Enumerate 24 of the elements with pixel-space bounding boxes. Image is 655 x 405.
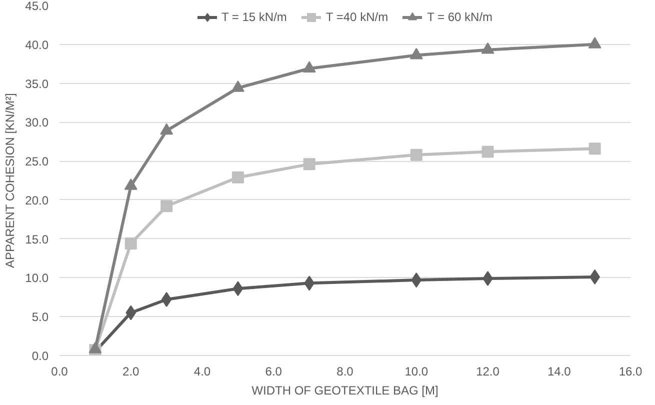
x-tick-label: 8.0 [336,364,354,378]
x-tick-label: 4.0 [194,364,211,378]
y-axis-title: APPARENT COHESION [KN/M²] [3,93,18,268]
x-tick-label: 2.0 [122,364,140,378]
legend-label: T = 15 kN/m [221,10,287,24]
x-axis-title: WIDTH OF GEOTEXTILE BAG [M] [252,384,438,398]
x-tick-label: 10.0 [404,364,428,378]
legend-label: T =40 kN/m [326,10,388,24]
x-tick-label: 6.0 [265,364,282,378]
y-tick-label: 10.0 [25,271,49,286]
x-tick-label: 14.0 [547,364,572,378]
x-tick-label: 16.0 [618,364,643,378]
x-tick-label: 0.0 [51,364,68,378]
x-tick-label: 12.0 [476,364,500,378]
y-tick-label: 15.0 [25,232,49,246]
y-tick-label: 0.0 [32,349,49,363]
y-tick-label: 35.0 [25,76,49,91]
legend-label: T = 60 kN/m [427,10,493,24]
y-tick-label: 20.0 [25,193,49,208]
y-tick-label: 5.0 [32,310,49,324]
y-tick-label: 25.0 [25,154,49,169]
y-tick-label: 30.0 [25,116,49,130]
y-tick-label: 40.0 [25,38,49,52]
y-tick-label: 45.0 [25,0,49,13]
